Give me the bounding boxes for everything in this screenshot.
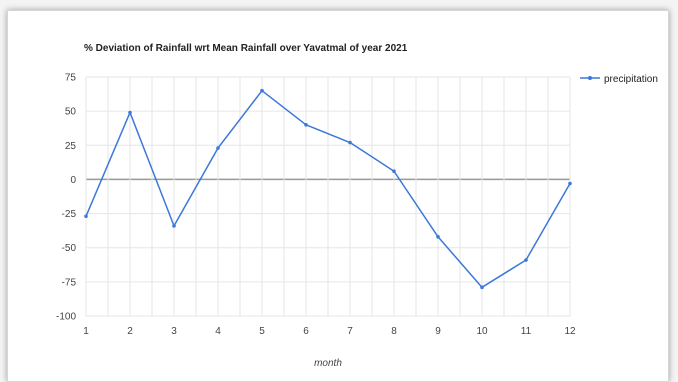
x-tick-label: 8	[391, 326, 397, 337]
x-tick-label: 1	[83, 326, 89, 337]
data-point	[568, 181, 572, 186]
series-line-precipitation	[85, 89, 571, 289]
data-point	[524, 258, 528, 262]
y-tick-label: 25	[65, 141, 77, 152]
x-tick-label: 4	[215, 326, 221, 337]
x-tick-label: 7	[347, 326, 353, 337]
series-group	[84, 88, 572, 290]
data-point	[172, 224, 176, 228]
x-axis-ticks: 1 2 3 4 5 6 7 8 9 10 11 12	[83, 326, 576, 337]
x-tick-label: 11	[521, 326, 532, 337]
y-tick-label: -50	[62, 243, 77, 254]
legend: precipitation	[580, 74, 658, 85]
data-point	[128, 110, 132, 115]
x-axis-label: month	[314, 358, 342, 369]
data-point	[348, 140, 352, 145]
y-tick-label: -75	[62, 277, 77, 288]
gridlines	[85, 76, 571, 317]
data-point	[304, 123, 308, 127]
chart-frame: % Deviation of Rainfall wrt Mean Rainfal…	[7, 10, 669, 382]
data-point	[480, 285, 484, 290]
x-tick-label: 6	[303, 326, 309, 337]
data-point	[436, 234, 440, 239]
y-tick-label: -100	[56, 312, 76, 323]
data-point	[84, 214, 88, 219]
x-tick-label: 10	[476, 326, 488, 337]
x-tick-label: 3	[171, 326, 177, 337]
legend-marker	[588, 76, 592, 80]
x-tick-label: 2	[127, 326, 133, 337]
data-point	[260, 88, 264, 93]
data-point	[392, 169, 396, 174]
chart-title: % Deviation of Rainfall wrt Mean Rainfal…	[84, 43, 408, 54]
x-tick-label: 5	[259, 326, 265, 337]
y-axis-ticks: 75 50 25 0 -25 -50 -75 -100	[56, 73, 76, 323]
line-chart: % Deviation of Rainfall wrt Mean Rainfal…	[56, 43, 658, 369]
data-point	[216, 146, 220, 150]
y-tick-label: 50	[65, 107, 77, 118]
y-tick-label: 75	[65, 73, 77, 84]
y-tick-label: 0	[70, 175, 76, 186]
legend-label: precipitation	[604, 74, 658, 85]
y-tick-label: -25	[62, 209, 77, 220]
x-tick-label: 9	[435, 326, 441, 337]
x-tick-label: 12	[564, 326, 576, 337]
